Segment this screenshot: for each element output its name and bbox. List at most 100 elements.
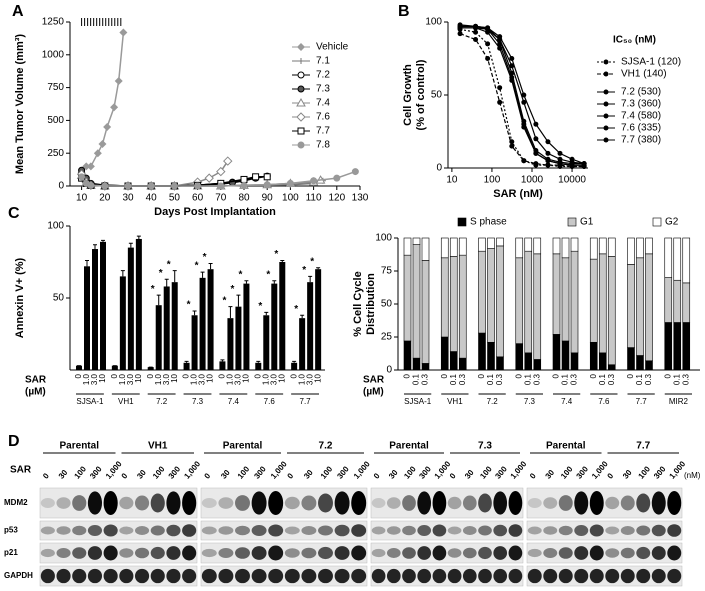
blot-band: [40, 568, 55, 584]
blot-header: Parental: [546, 441, 586, 452]
lane-label: 100: [236, 464, 252, 480]
lane-label: 300: [652, 464, 668, 480]
y-tick-label: 75: [381, 266, 393, 277]
lane-label: 300: [335, 464, 351, 480]
data-point: [533, 147, 539, 153]
blot-header: Parental: [389, 441, 429, 452]
blot-band: [574, 491, 589, 515]
legend-marker: [297, 141, 305, 149]
legend-marker: [297, 127, 305, 135]
error-bar: [300, 314, 305, 319]
x-tick-label: 130: [352, 193, 369, 204]
blot-band: [432, 491, 447, 515]
dose-label: 10: [313, 373, 322, 382]
bar-segment: [627, 264, 635, 348]
data-point: [457, 31, 463, 37]
blot-header: 7.7: [636, 441, 650, 452]
blot-band: [574, 568, 589, 584]
error-bar: [228, 306, 233, 319]
blot-band: [301, 495, 317, 511]
lane-label: 0: [286, 471, 296, 481]
blot-band: [301, 547, 317, 559]
legend-label: 7.4 (580): [621, 111, 661, 122]
bar: [299, 318, 306, 370]
lane-label: 0: [606, 471, 616, 481]
blot-band: [508, 568, 523, 584]
bar-segment: [412, 357, 421, 371]
data-point: [119, 28, 128, 37]
bar: [147, 367, 154, 370]
blot-band: [371, 548, 386, 558]
blot-band: [558, 525, 573, 536]
dose-label: 0: [289, 373, 298, 378]
bar: [235, 306, 242, 370]
blot-header: 7.2: [319, 441, 333, 452]
lane-label: 0: [120, 471, 130, 481]
blot-band: [432, 524, 447, 537]
data-point: [533, 161, 539, 167]
blot-band: [103, 491, 118, 515]
legend-title: IC₅₀ (nM): [613, 35, 656, 46]
dose-label: 3.0: [90, 373, 99, 385]
blot-band: [447, 548, 462, 558]
bar-segment: [627, 347, 635, 371]
dose-label: 0.1: [449, 373, 458, 385]
dose-label: 0.1: [486, 373, 495, 385]
bar: [191, 315, 198, 370]
significance: *: [258, 301, 262, 312]
blot-band: [417, 546, 432, 560]
blot-band: [402, 525, 416, 536]
blot-band: [651, 524, 666, 537]
protein-label: GAPDH: [4, 571, 33, 580]
error-bar: [244, 280, 249, 284]
legend-label: G2: [665, 217, 679, 228]
blot-band: [402, 568, 416, 584]
x-tick-label: 90: [262, 193, 274, 204]
x-tick-label: 100: [282, 193, 299, 204]
significance: *: [302, 265, 306, 276]
blot-band: [134, 568, 150, 584]
bar-segment: [421, 237, 430, 261]
data-point: [147, 182, 155, 190]
blot-band: [543, 497, 558, 509]
bar: [100, 241, 106, 370]
dose-label: 1.0: [82, 373, 91, 385]
blot-band: [478, 525, 492, 536]
legend-marker: [297, 43, 305, 51]
dose-label: 0.3: [681, 373, 690, 385]
bar-segment: [664, 322, 673, 371]
dose-label: 10: [277, 373, 286, 382]
bar-segment: [524, 352, 533, 371]
dose-label: 0: [218, 373, 227, 378]
bar: [155, 305, 162, 370]
blot-band: [182, 491, 197, 515]
bar-segment: [412, 237, 421, 245]
bar-segment: [449, 237, 458, 257]
lane-label: 30: [219, 468, 232, 481]
y-tick-label: 250: [47, 148, 64, 159]
blot-band: [334, 491, 350, 515]
dose-label: 1.0: [154, 373, 163, 385]
dose-label: 0.1: [635, 373, 644, 385]
dose-label: 0.1: [523, 373, 532, 385]
blot-band: [318, 525, 333, 536]
error-bar: [220, 359, 225, 362]
lane-label: 300: [575, 464, 591, 480]
lane-label: 0: [528, 471, 538, 481]
legend-marker: [603, 59, 609, 65]
lane-label: 0: [448, 471, 458, 481]
blot-band: [182, 545, 197, 561]
bar: [227, 318, 234, 370]
y-tick-label: 100: [375, 233, 392, 244]
data-point: [557, 159, 563, 165]
blot-band: [235, 547, 250, 559]
bar-segment: [673, 322, 682, 371]
blot-band: [119, 568, 134, 584]
data-point: [114, 77, 123, 86]
blot-band: [268, 545, 284, 561]
bar-segment: [458, 357, 467, 371]
lane-label: 300: [493, 464, 509, 480]
lane-label: 30: [463, 468, 476, 481]
data-point: [521, 158, 527, 164]
bar-segment: [496, 237, 504, 247]
